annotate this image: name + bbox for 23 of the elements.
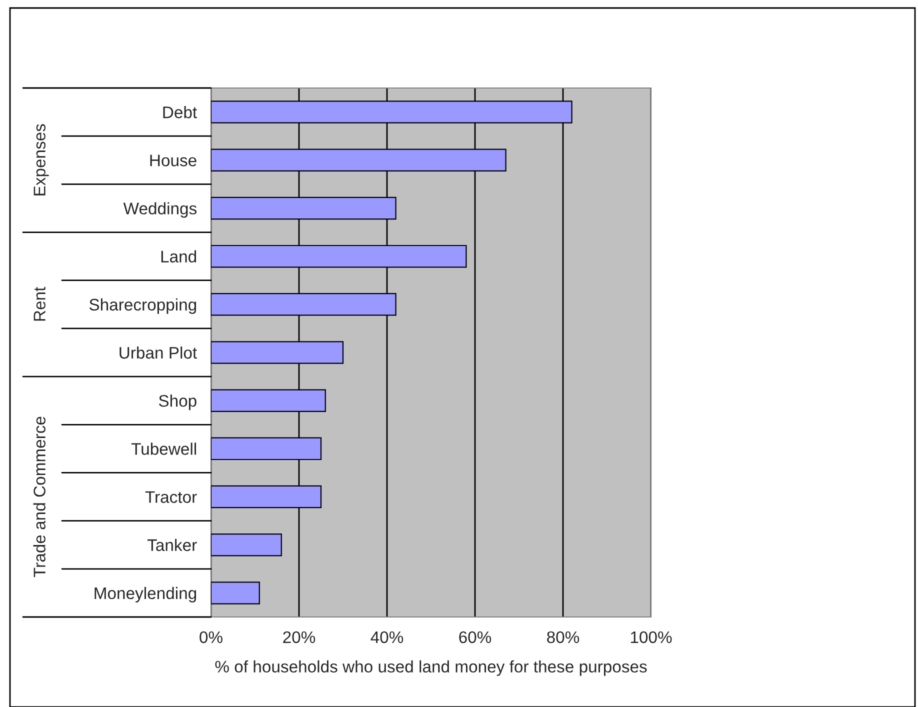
y-tick-label: House	[150, 154, 196, 166]
y-tick-label: Sharecropping	[89, 298, 196, 314]
bar	[211, 582, 260, 604]
x-tick-label: 100%	[630, 631, 672, 644]
bar	[211, 533, 282, 556]
x-tick-label: 80%	[547, 631, 580, 644]
x-tick-label: 0%	[200, 631, 222, 644]
y-tick-label: Tractor	[145, 491, 197, 503]
y-tick-label: Debt	[163, 106, 197, 118]
x-axis-title: % of households who used land money for these purposes	[215, 660, 647, 676]
y-tick-label: Land	[161, 250, 196, 263]
y-tick-label: Weddings	[123, 202, 197, 218]
text: Trade and Commerce	[33, 416, 46, 578]
x-tick-label: 60%	[459, 631, 492, 644]
y-tick-label: Tanker	[147, 538, 197, 552]
x-tick-label: 20%	[283, 631, 316, 644]
x-tick-label: 40%	[370, 631, 404, 644]
text: Expenses	[34, 124, 49, 196]
y-tick-label: Urban Plot	[120, 346, 197, 359]
y-tick-label: Moneylending	[94, 586, 196, 602]
y-tick-label: Shop	[158, 394, 196, 410]
y-tick-label: Tubewell	[131, 442, 196, 455]
text: Rent	[34, 286, 46, 321]
